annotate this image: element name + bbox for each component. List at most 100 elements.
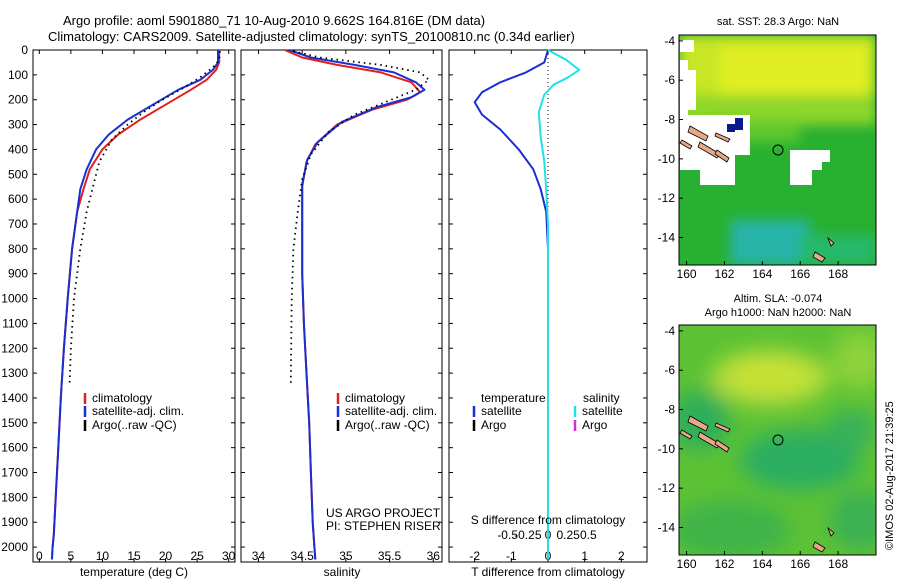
x-tick-label: 35 [339,549,353,563]
depth-tick-label: 1000 [1,292,28,306]
sla-map-ticks: 160 162 164 166 168 -4 -6 -8 -10 -12 -14 [658,324,849,571]
header-line1: Argo profile: aoml 5901880_71 10-Aug-201… [63,13,485,28]
legend-label-temp-satellite: satellite [481,404,522,418]
depth-tick-label: 1800 [1,490,28,504]
map-y-tick-label: -10 [658,152,676,166]
map-x-tick-label: 162 [714,557,734,571]
salinity-x-ticks: 34 34.5 35 35.5 36 [252,50,440,563]
x-top-tick-label: -0.5 [497,528,518,542]
legend-title-temperature: temperature [481,391,546,405]
legend-label-climatology: climatology [92,391,152,405]
sst-argo-location-marker [772,144,784,156]
sst-map-ticks: 160 162 164 166 168 -4 -6 -8 -10 -12 -14 [658,34,849,281]
sla-map-frame [678,324,877,556]
depth-tick-label: 1700 [1,466,28,480]
map-y-tick-label: -12 [658,191,676,205]
legend-label-satellite: satellite-adj. clim. [345,404,437,418]
x-top-tick-label: 0.25 [556,528,580,542]
header-line2: Climatology: CARS2009. Satellite-adjuste… [48,29,575,44]
map-x-tick-label: 160 [677,267,697,281]
depth-tick-label: 1600 [1,441,28,455]
map-x-tick-label: 166 [790,267,810,281]
legend-label-sal-satellite: satellite [582,404,623,418]
depth-tick-label: 100 [8,68,28,82]
x-tick-label: 34.5 [290,549,314,563]
depth-tick-label: 600 [8,192,28,206]
depth-tick-label: 1300 [1,366,28,380]
map-x-tick-label: 164 [752,557,772,571]
sst-map-frame [678,34,877,266]
legend-title-salinity: salinity [583,391,620,405]
map-x-tick-label: 166 [790,557,810,571]
project-annotation: US ARGO PROJECT [326,506,441,520]
difference-legend: temperature satellite Argo salinity sate… [472,391,623,432]
map-x-tick-label: 168 [828,267,848,281]
temperature-x-label: temperature (deg C) [80,565,188,579]
series-line-2 [68,51,221,384]
legend-label-temp-argo: Argo [481,418,507,432]
map-y-tick-label: -12 [658,481,676,495]
depth-tick-label: 1500 [1,416,28,430]
map-y-tick-label: -4 [664,34,675,48]
sla-map-field [679,325,876,555]
depth-tick-label: 0 [21,43,28,57]
salinity-series [284,49,430,560]
x-top-tick-label: 0.5 [580,528,597,542]
x-tick-label: -2 [469,549,480,563]
sla-map-subtitle: Argo h1000: NaN h2000: NaN [705,307,852,319]
sla-argo-location-marker [772,434,784,446]
depth-tick-label: 1400 [1,391,28,405]
series-line-1 [50,50,219,560]
x-tick-label: 34 [252,549,266,563]
depth-tick-label: 800 [8,242,28,256]
depth-tick-label: 700 [8,217,28,231]
series-line-1 [537,49,581,560]
map-y-tick-label: -10 [658,442,676,456]
temperature-x-ticks: 0 5 10 15 20 25 30 [36,50,236,563]
sst-map-islands [679,125,835,263]
x-tick-label: -1 [506,549,517,563]
depth-tick-label: 900 [8,267,28,281]
x-tick-label: 35.5 [378,549,402,563]
x-top-tick-label: -0.25 [514,528,542,542]
series-line-0 [284,49,422,560]
x-tick-label: 25 [190,549,204,563]
difference-series [473,49,581,560]
panel-salinity-frame [240,49,443,563]
map-x-tick-label: 168 [828,557,848,571]
depth-tick-label: 300 [8,118,28,132]
legend-label-sal-argo: Argo [582,418,608,432]
legend-label-climatology: climatology [345,391,405,405]
pi-annotation: PI: STEPHEN RISER [326,519,441,533]
depth-tick-label: 1200 [1,341,28,355]
imos-stamp: ©IMOS 02-Aug-2017 21:39:25 [884,401,896,550]
legend-label-argo: Argo(..raw -QC) [92,418,177,432]
depth-tick-label: 1100 [2,316,28,330]
x-tick-label: 1 [581,549,588,563]
depth-tick-label: 1900 [1,515,28,529]
map-y-tick-label: -4 [664,324,675,338]
depth-tick-label: 2000 [1,540,28,554]
x-tick-label: 5 [68,549,75,563]
depth-tick-label: 400 [8,142,28,156]
x-tick-label: 0 [36,549,43,563]
series-line-0 [473,49,549,560]
salinity-legend: climatology satellite-adj. clim. Argo(..… [336,391,437,432]
series-line-1 [288,49,426,560]
sst-map-title: sat. SST: 28.3 Argo: NaN [717,16,839,28]
map-y-tick-label: -14 [658,520,676,534]
panel-temperature-frame [32,49,236,563]
map-y-tick-label: -8 [664,113,675,127]
x-tick-label: 2 [618,549,625,563]
depth-axis: 0 100 200 300 400 500 600 700 800 900 1000 1100 1200… [1,43,647,554]
legend-label-argo: Argo(..raw -QC) [345,418,430,432]
series-line-0 [50,50,221,560]
x-tick-label: 30 [222,549,236,563]
x-tick-label: 10 [96,549,110,563]
depth-tick-label: 200 [8,93,28,107]
sla-map-title: Altim. SLA: -0.074 [734,293,823,305]
difference-x-label: T difference from climatology [471,565,625,579]
legend-label-satellite: satellite-adj. clim. [92,404,184,418]
depth-tick-label: 500 [8,167,28,181]
series-line-2 [289,50,430,384]
